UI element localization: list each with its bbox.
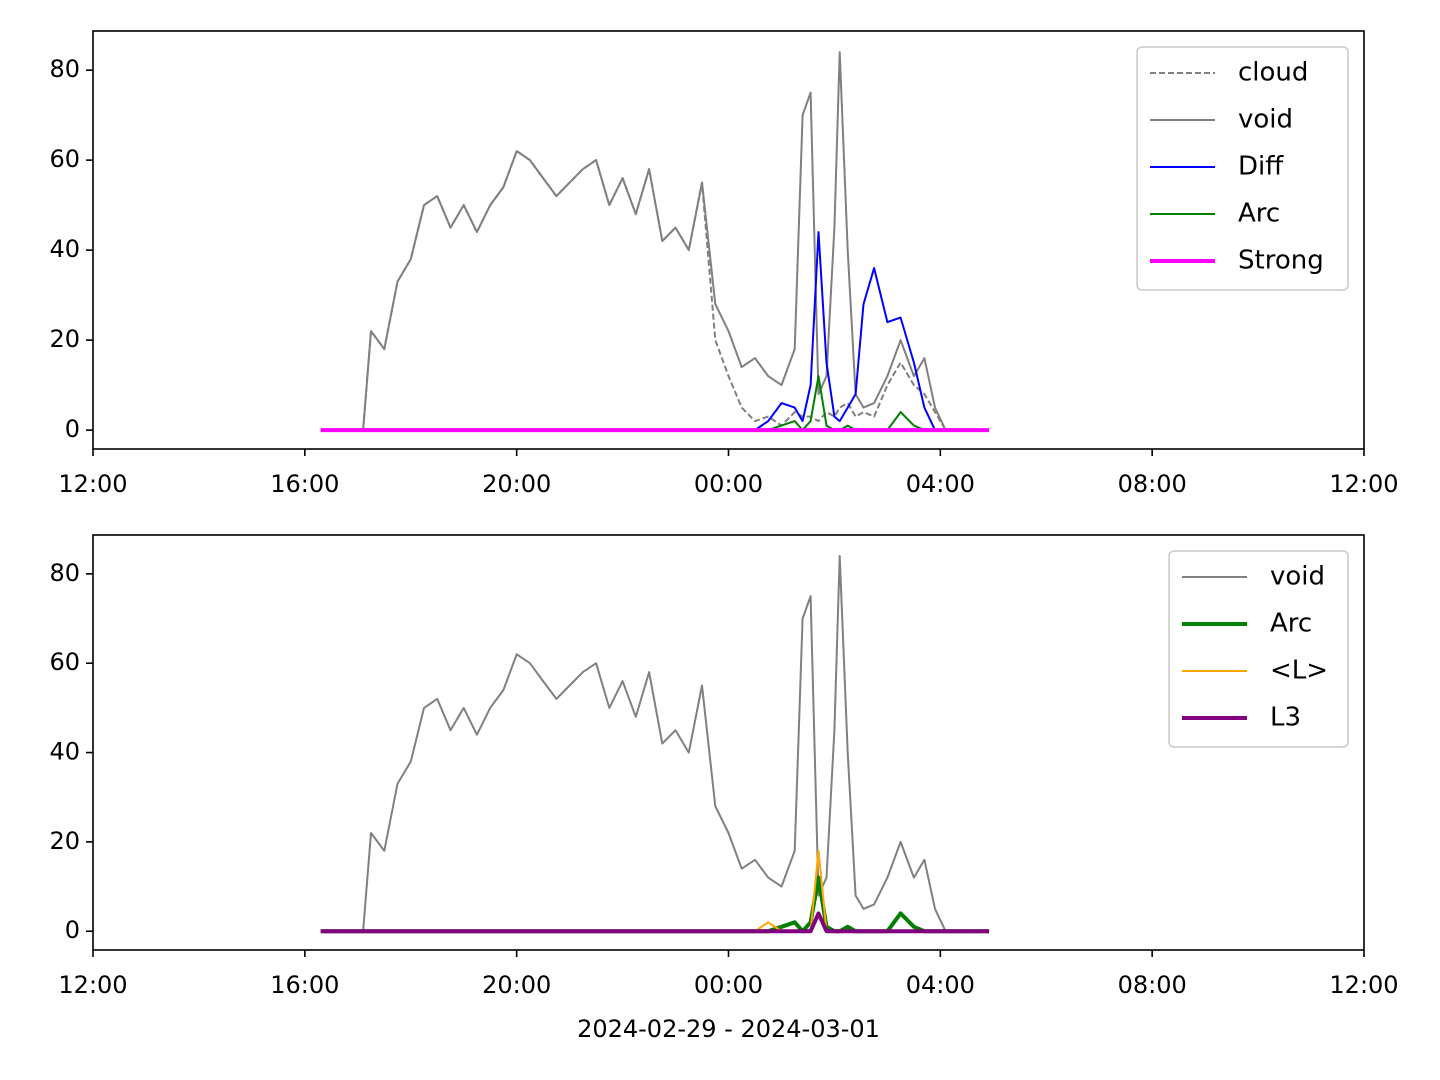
- series-line: [320, 875, 990, 934]
- legend: cloud void Diff Arc Strong: [1136, 46, 1349, 291]
- axes: 0 20 40 60 80 12:00 16:00 20:00 00:00 04:00 08:00 1…: [49, 534, 1399, 1043]
- x-axis-label: 2024-02-29 - 2024-03-01: [577, 1015, 880, 1043]
- legend-label: Diff: [1238, 152, 1284, 182]
- legend-label: Arc: [1270, 609, 1312, 639]
- legend-label: Arc: [1238, 199, 1280, 229]
- axes: 0 20 40 60 80 12:00 16:00 20:00 00:00 04:00 08:00 1…: [49, 30, 1399, 498]
- x-tick-label: 12:00: [58, 971, 127, 999]
- legend-label: <L>: [1270, 656, 1328, 686]
- x-tick-label: 04:00: [906, 971, 975, 999]
- series-line: [755, 375, 946, 432]
- legend-label: L3: [1270, 703, 1301, 733]
- series-line: [320, 911, 990, 934]
- y-tick-label: 0: [65, 916, 80, 944]
- legend-label: cloud: [1238, 58, 1308, 88]
- series-line: [320, 849, 990, 933]
- legend-label: void: [1238, 105, 1293, 135]
- y-tick-label: 80: [49, 55, 80, 83]
- y-tick-label: 20: [49, 827, 80, 855]
- x-tick-label: 00:00: [694, 470, 763, 498]
- x-tick-label: 08:00: [1118, 470, 1187, 498]
- legend: void Arc <L> L3: [1168, 550, 1349, 748]
- x-tick-label: 16:00: [270, 470, 339, 498]
- x-tick-label: 00:00: [694, 971, 763, 999]
- y-tick-label: 60: [49, 648, 80, 676]
- x-tick-label: 04:00: [906, 470, 975, 498]
- axes-frame: [92, 30, 1365, 450]
- y-tick-label: 80: [49, 559, 80, 587]
- legend-label: void: [1270, 562, 1325, 592]
- y-tick-label: 0: [65, 415, 80, 443]
- x-tick-label: 12:00: [1329, 470, 1398, 498]
- x-tick-label: 20:00: [482, 971, 551, 999]
- series-line: [320, 555, 990, 933]
- x-tick-label: 08:00: [1118, 971, 1187, 999]
- series-line: [320, 150, 990, 432]
- legend-box: [1168, 550, 1349, 748]
- x-tick-label: 16:00: [270, 971, 339, 999]
- axes-frame: [92, 534, 1365, 951]
- series-line: [754, 231, 946, 432]
- legend-label: Strong: [1238, 246, 1324, 276]
- x-tick-label: 12:00: [1329, 971, 1398, 999]
- x-tick-label: 12:00: [58, 470, 127, 498]
- series-line: [320, 51, 990, 432]
- y-tick-label: 40: [49, 235, 80, 263]
- y-tick-label: 40: [49, 738, 80, 766]
- x-tick-label: 20:00: [482, 470, 551, 498]
- legend-box: [1136, 46, 1349, 291]
- y-tick-label: 20: [49, 325, 80, 353]
- y-tick-label: 60: [49, 145, 80, 173]
